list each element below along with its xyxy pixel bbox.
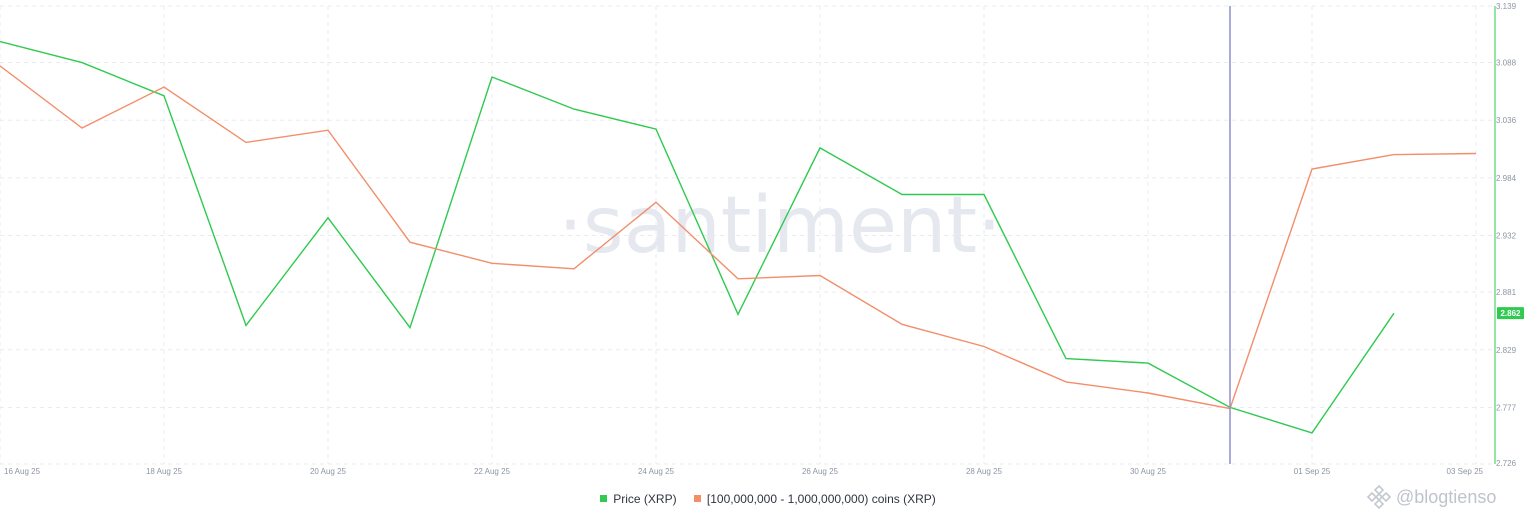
legend-swatch-price xyxy=(600,495,608,502)
x-tick-label: 16 Aug 25 xyxy=(4,467,41,476)
brand-watermark: @blogtienso xyxy=(1366,484,1496,510)
y-tick-label: 2.777 xyxy=(1496,403,1517,412)
x-tick-label: 18 Aug 25 xyxy=(146,467,183,476)
y-tick-label: 2.726 xyxy=(1496,459,1517,468)
x-tick-label: 22 Aug 25 xyxy=(474,467,511,476)
legend-label-price: Price (XRP) xyxy=(613,491,677,506)
x-tick-label: 03 Sep 25 xyxy=(1447,467,1484,476)
y-tick-label: 2.829 xyxy=(1496,346,1517,355)
legend: Price (XRP) [100,000,000 - 1,000,000,000… xyxy=(0,491,1536,506)
legend-label-holders: [100,000,000 - 1,000,000,000) coins (XRP… xyxy=(706,491,936,506)
brand-handle: @blogtienso xyxy=(1396,486,1497,507)
price-series-line xyxy=(0,40,1395,434)
x-axis: 16 Aug 25 18 Aug 25 20 Aug 25 22 Aug 25 24 A… xyxy=(4,467,1484,476)
grid xyxy=(0,5,1495,465)
x-tick-label: 01 Sep 25 xyxy=(1294,467,1331,476)
y-tick-label: 2.932 xyxy=(1496,232,1517,241)
legend-item-price[interactable]: Price (XRP) xyxy=(600,491,677,506)
y-tick-label: 2.881 xyxy=(1496,288,1517,297)
x-tick-label: 28 Aug 25 xyxy=(966,467,1003,476)
y-tick-label: 3.088 xyxy=(1496,59,1517,68)
y-tick-label: 3.036 xyxy=(1496,116,1517,125)
overlay-layer: 2.862 xyxy=(1229,6,1524,464)
y-tick-label: 2.984 xyxy=(1496,174,1517,183)
x-tick-label: 30 Aug 25 xyxy=(1130,467,1167,476)
legend-swatch-holders xyxy=(693,495,701,502)
x-tick-label: 24 Aug 25 xyxy=(638,467,675,476)
y-tick-label: 3.139 xyxy=(1496,2,1517,11)
santiment-watermark: ·santiment· xyxy=(558,181,1002,271)
x-tick-label: 26 Aug 25 xyxy=(802,467,839,476)
x-tick-label: 20 Aug 25 xyxy=(310,467,347,476)
legend-item-holders[interactable]: [100,000,000 - 1,000,000,000) coins (XRP… xyxy=(693,491,936,506)
binance-diamond-icon xyxy=(1366,484,1392,510)
y-axis: 3.139 3.088 3.036 2.984 2.932 2.881 2.829 2.777… xyxy=(1494,2,1517,468)
last-value-badge xyxy=(1497,307,1524,320)
last-value-badge-text: 2.862 xyxy=(1500,309,1521,318)
